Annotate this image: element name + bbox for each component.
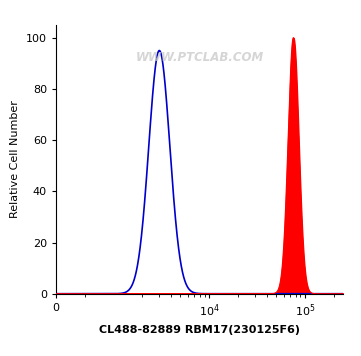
Text: WWW.PTCLAB.COM: WWW.PTCLAB.COM <box>135 51 264 64</box>
Y-axis label: Relative Cell Number: Relative Cell Number <box>10 100 20 218</box>
X-axis label: CL488-82889 RBM17(230125F6): CL488-82889 RBM17(230125F6) <box>99 325 300 335</box>
